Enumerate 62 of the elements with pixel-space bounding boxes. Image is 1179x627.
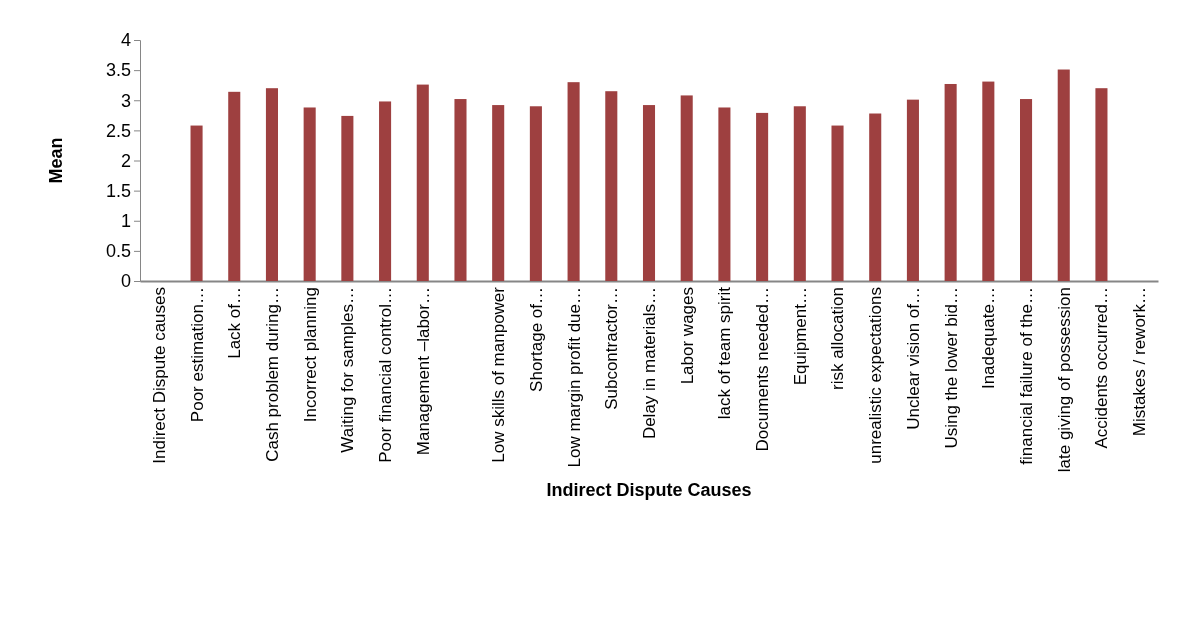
bar: [831, 125, 844, 281]
bar: [190, 125, 203, 281]
x-tick-label: Management –labor…: [413, 287, 433, 456]
bar: [341, 115, 354, 281]
bar: [869, 113, 882, 281]
x-tick-label: Low skills of manpower: [489, 286, 509, 463]
bar: [718, 107, 731, 281]
bar: [1095, 88, 1108, 281]
bar: [454, 99, 467, 281]
x-tick-label: Waiting for samples…: [338, 287, 358, 453]
x-tick-label: late giving of possession: [1054, 287, 1074, 473]
x-tick-label: Shortage of…: [526, 287, 546, 392]
bar: [265, 88, 278, 281]
y-tick-label: 3: [120, 90, 131, 111]
x-tick-label: lack of team spirit: [715, 286, 735, 420]
y-tick-label: 2.5: [105, 120, 131, 141]
x-tick-label: Inadequate…: [979, 287, 999, 390]
x-tick-label: financial failure of the…: [1016, 287, 1036, 465]
bar: [982, 81, 995, 281]
y-tick-label: 1: [120, 211, 131, 232]
bar: [756, 112, 769, 281]
y-tick-label: 1.5: [105, 180, 131, 201]
x-tick-label: Cash problem during…: [262, 287, 282, 462]
x-tick-label: Labor wages: [677, 287, 697, 385]
bar: [492, 105, 505, 281]
x-tick-label: Poor estimation…: [187, 287, 207, 423]
y-tick-label: 0: [120, 271, 131, 292]
bar: [680, 95, 693, 281]
x-tick-label: Mistakes / rework…: [1130, 287, 1150, 437]
x-tick-label: Delay in materials…: [639, 287, 659, 440]
bar: [416, 84, 429, 281]
x-tick-label: Subcontractor…: [602, 287, 622, 410]
bar: [1057, 69, 1070, 281]
y-tick-label: 0.5: [105, 241, 131, 262]
x-axis-title: Indirect Dispute Causes: [546, 480, 752, 501]
x-tick-label: Poor financial control…: [376, 287, 396, 463]
x-tick-label: Unclear vision of…: [903, 287, 923, 430]
bar: [567, 82, 580, 281]
x-tick-label: unrealistic expectations: [866, 287, 886, 464]
bar: [529, 106, 542, 281]
x-tick-label: Equipment…: [790, 287, 810, 386]
bar: [303, 107, 316, 281]
y-tick-label: 3.5: [105, 60, 131, 81]
x-tick-label: Incorrect planning: [300, 287, 320, 423]
bar: [605, 91, 618, 281]
x-tick-label: Accidents occurred…: [1092, 287, 1112, 449]
bar: [944, 83, 957, 281]
x-tick-label: Using the lower bid…: [941, 287, 961, 449]
bar: [228, 91, 241, 281]
bar: [1020, 99, 1033, 281]
x-tick-label: risk allocation: [828, 287, 848, 390]
x-tick-label: Indirect Dispute causes: [149, 287, 169, 464]
bar: [379, 101, 392, 281]
x-tick-label: Low margin profit due…: [564, 287, 584, 468]
x-tick-label: Documents needed…: [753, 287, 773, 452]
bar: [642, 105, 656, 281]
bar: [793, 106, 806, 281]
y-tick-label: 2: [120, 150, 131, 171]
y-tick-label: 4: [120, 30, 131, 51]
bar: [906, 99, 919, 281]
x-tick-label: Lack of…: [225, 287, 245, 359]
y-axis-title: Mean: [46, 137, 66, 184]
